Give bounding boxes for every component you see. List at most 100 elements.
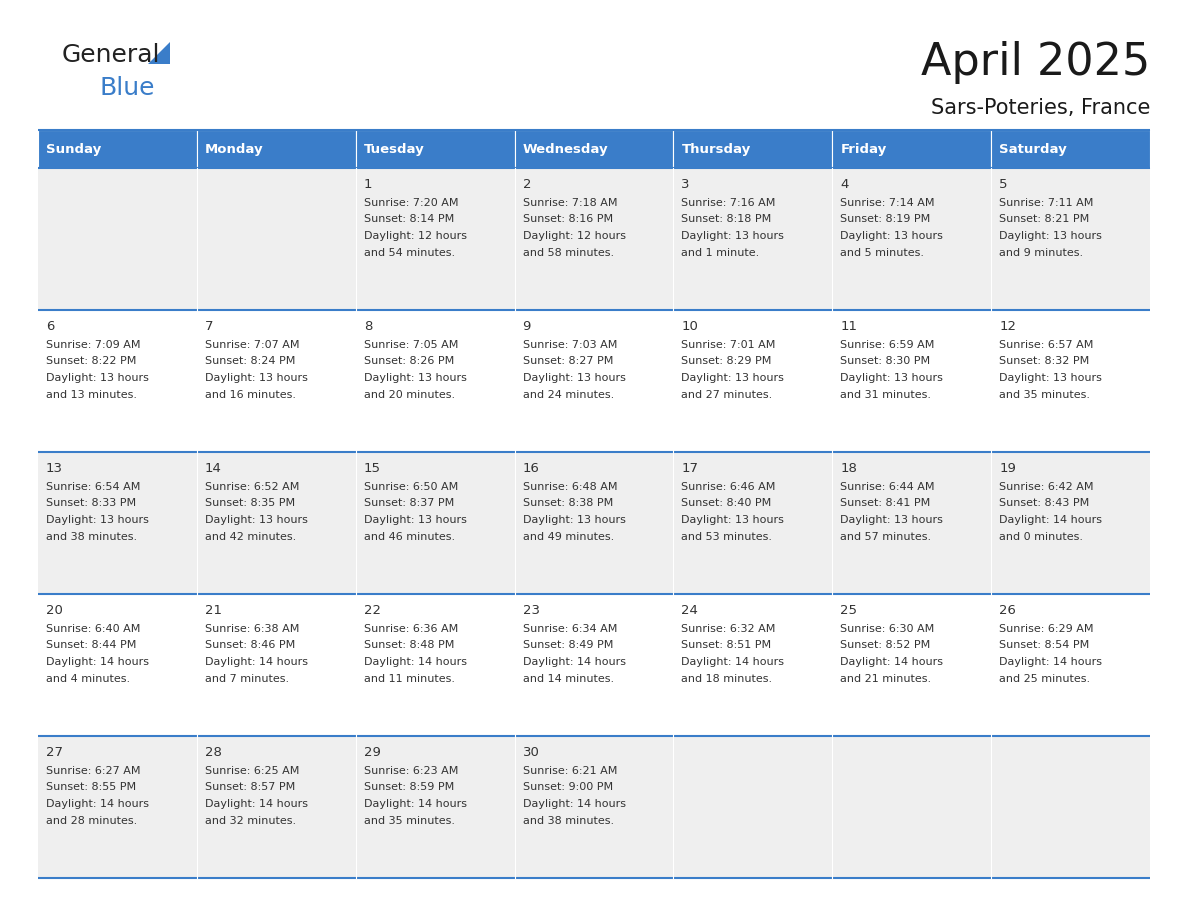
Text: Sunset: 8:35 PM: Sunset: 8:35 PM [204,498,295,509]
Text: and 0 minutes.: and 0 minutes. [999,532,1083,542]
Text: Daylight: 14 hours: Daylight: 14 hours [364,799,467,809]
Text: Sunrise: 6:25 AM: Sunrise: 6:25 AM [204,766,299,776]
Text: Sunset: 8:27 PM: Sunset: 8:27 PM [523,356,613,366]
Text: Daylight: 13 hours: Daylight: 13 hours [523,515,625,525]
Text: 3: 3 [682,178,690,191]
Text: Sunrise: 6:40 AM: Sunrise: 6:40 AM [46,624,140,634]
Text: and 24 minutes.: and 24 minutes. [523,389,614,399]
Text: Sunrise: 7:11 AM: Sunrise: 7:11 AM [999,198,1093,208]
Text: 17: 17 [682,462,699,475]
Text: Sunset: 8:22 PM: Sunset: 8:22 PM [46,356,137,366]
Text: Sunrise: 6:59 AM: Sunrise: 6:59 AM [840,340,935,350]
Text: Monday: Monday [204,142,264,155]
Text: Daylight: 14 hours: Daylight: 14 hours [999,515,1102,525]
Text: and 54 minutes.: and 54 minutes. [364,248,455,258]
Text: Sunset: 8:16 PM: Sunset: 8:16 PM [523,215,613,225]
Text: Sunrise: 7:18 AM: Sunrise: 7:18 AM [523,198,617,208]
Text: Daylight: 13 hours: Daylight: 13 hours [204,373,308,383]
Text: Sunrise: 6:30 AM: Sunrise: 6:30 AM [840,624,935,634]
Text: and 38 minutes.: and 38 minutes. [46,532,137,542]
Bar [38,310,1150,452]
Text: Sunset: 8:49 PM: Sunset: 8:49 PM [523,641,613,651]
Text: Daylight: 14 hours: Daylight: 14 hours [682,657,784,667]
Text: and 20 minutes.: and 20 minutes. [364,389,455,399]
Text: 28: 28 [204,746,222,759]
Text: and 49 minutes.: and 49 minutes. [523,532,614,542]
Text: and 38 minutes.: and 38 minutes. [523,815,614,825]
Text: and 57 minutes.: and 57 minutes. [840,532,931,542]
Text: and 42 minutes.: and 42 minutes. [204,532,296,542]
Text: Sunrise: 6:23 AM: Sunrise: 6:23 AM [364,766,459,776]
Text: and 14 minutes.: and 14 minutes. [523,674,614,684]
Text: Daylight: 13 hours: Daylight: 13 hours [46,515,148,525]
Text: and 4 minutes.: and 4 minutes. [46,674,131,684]
Bar [355,130,514,168]
Text: 14: 14 [204,462,222,475]
Text: Sunset: 8:14 PM: Sunset: 8:14 PM [364,215,454,225]
Text: Daylight: 13 hours: Daylight: 13 hours [682,373,784,383]
Text: Sunrise: 6:38 AM: Sunrise: 6:38 AM [204,624,299,634]
Text: 4: 4 [840,178,848,191]
Text: 6: 6 [46,320,55,333]
Text: and 46 minutes.: and 46 minutes. [364,532,455,542]
Bar [674,130,833,168]
Text: Sunrise: 6:54 AM: Sunrise: 6:54 AM [46,482,140,492]
Text: Sunrise: 7:09 AM: Sunrise: 7:09 AM [46,340,140,350]
Text: and 58 minutes.: and 58 minutes. [523,248,614,258]
Text: Sunset: 8:37 PM: Sunset: 8:37 PM [364,498,454,509]
Text: Sunrise: 7:20 AM: Sunrise: 7:20 AM [364,198,459,208]
Text: Sunrise: 6:57 AM: Sunrise: 6:57 AM [999,340,1093,350]
Text: Sunrise: 7:16 AM: Sunrise: 7:16 AM [682,198,776,208]
Text: and 21 minutes.: and 21 minutes. [840,674,931,684]
Text: Wednesday: Wednesday [523,142,608,155]
Text: 27: 27 [46,746,63,759]
Text: and 32 minutes.: and 32 minutes. [204,815,296,825]
Text: Daylight: 14 hours: Daylight: 14 hours [999,657,1102,667]
Text: Sunset: 8:18 PM: Sunset: 8:18 PM [682,215,772,225]
Text: Daylight: 13 hours: Daylight: 13 hours [364,515,467,525]
Bar [38,452,1150,594]
Text: 13: 13 [46,462,63,475]
Text: Friday: Friday [840,142,886,155]
Text: General: General [62,43,160,67]
Text: Daylight: 13 hours: Daylight: 13 hours [840,373,943,383]
Text: 16: 16 [523,462,539,475]
Text: Sunset: 8:46 PM: Sunset: 8:46 PM [204,641,295,651]
Text: 10: 10 [682,320,699,333]
Text: 25: 25 [840,604,858,617]
Bar [38,168,1150,310]
Polygon shape [148,42,170,64]
Text: 20: 20 [46,604,63,617]
Text: and 25 minutes.: and 25 minutes. [999,674,1091,684]
Text: Sars-Poteries, France: Sars-Poteries, France [930,98,1150,118]
Text: Daylight: 14 hours: Daylight: 14 hours [46,799,148,809]
Text: 11: 11 [840,320,858,333]
Text: Sunset: 8:52 PM: Sunset: 8:52 PM [840,641,930,651]
Text: Daylight: 13 hours: Daylight: 13 hours [840,231,943,241]
Text: Daylight: 14 hours: Daylight: 14 hours [204,799,308,809]
Text: 22: 22 [364,604,380,617]
Text: Daylight: 13 hours: Daylight: 13 hours [999,231,1102,241]
Text: Sunset: 8:48 PM: Sunset: 8:48 PM [364,641,454,651]
Text: Sunset: 9:00 PM: Sunset: 9:00 PM [523,782,613,792]
Text: Daylight: 14 hours: Daylight: 14 hours [204,657,308,667]
Text: and 27 minutes.: and 27 minutes. [682,389,772,399]
Text: Sunset: 8:57 PM: Sunset: 8:57 PM [204,782,295,792]
Text: and 11 minutes.: and 11 minutes. [364,674,455,684]
Text: Sunset: 8:24 PM: Sunset: 8:24 PM [204,356,296,366]
Text: Sunset: 8:21 PM: Sunset: 8:21 PM [999,215,1089,225]
Text: Daylight: 13 hours: Daylight: 13 hours [840,515,943,525]
Text: Daylight: 14 hours: Daylight: 14 hours [523,657,626,667]
Text: Sunset: 8:29 PM: Sunset: 8:29 PM [682,356,772,366]
Text: Thursday: Thursday [682,142,751,155]
Text: 24: 24 [682,604,699,617]
Text: Sunset: 8:32 PM: Sunset: 8:32 PM [999,356,1089,366]
Text: Sunset: 8:55 PM: Sunset: 8:55 PM [46,782,137,792]
Text: 18: 18 [840,462,858,475]
Text: Sunrise: 6:21 AM: Sunrise: 6:21 AM [523,766,617,776]
Bar [833,130,991,168]
Text: Sunrise: 6:50 AM: Sunrise: 6:50 AM [364,482,457,492]
Text: Daylight: 14 hours: Daylight: 14 hours [840,657,943,667]
Text: Sunrise: 6:46 AM: Sunrise: 6:46 AM [682,482,776,492]
Text: Sunrise: 7:05 AM: Sunrise: 7:05 AM [364,340,459,350]
